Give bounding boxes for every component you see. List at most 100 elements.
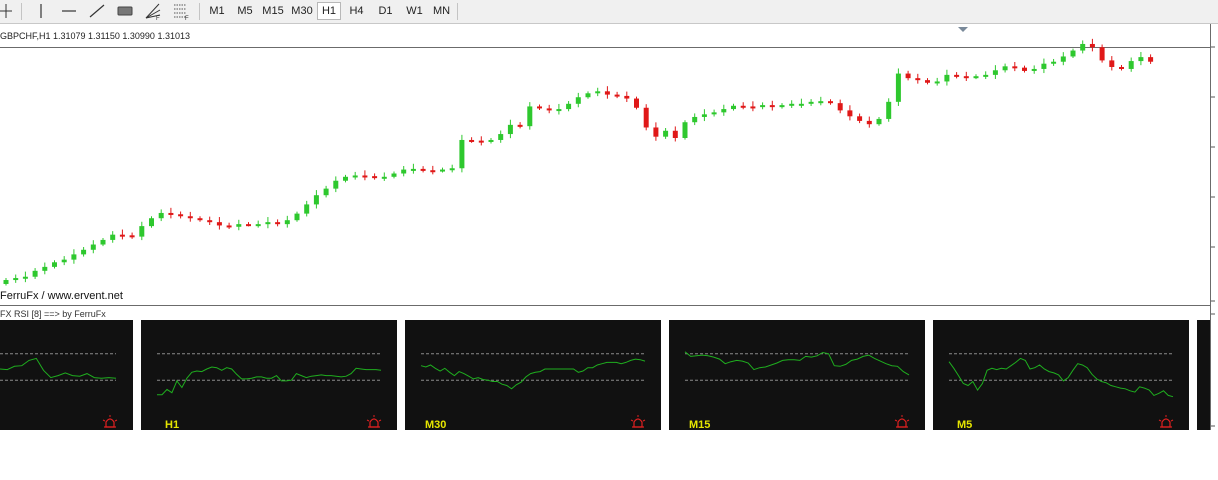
fibonacci-fan-icon[interactable]: F bbox=[143, 2, 163, 20]
candle-body bbox=[886, 101, 892, 119]
rsi-chart bbox=[157, 353, 382, 396]
period-mn-button[interactable]: MN bbox=[432, 5, 451, 17]
period-m30-button[interactable]: M30 bbox=[291, 5, 313, 17]
candle-body bbox=[469, 139, 475, 142]
period-h4-button[interactable]: H4 bbox=[349, 5, 364, 17]
fibonacci-retracement-icon[interactable]: F bbox=[171, 2, 191, 20]
candle-body bbox=[430, 170, 436, 173]
candle-body bbox=[343, 176, 348, 181]
candle-body bbox=[459, 139, 465, 169]
rsi-chart bbox=[684, 351, 910, 381]
horizontal-line-icon[interactable] bbox=[59, 2, 79, 20]
candle-body bbox=[372, 176, 378, 179]
candle-body bbox=[401, 169, 407, 174]
toolbar-separator bbox=[21, 3, 22, 20]
candle-body bbox=[207, 220, 213, 223]
candle-body bbox=[954, 74, 960, 77]
candle-body bbox=[52, 262, 57, 267]
candle-body bbox=[362, 175, 368, 178]
period-d1-button[interactable]: D1 bbox=[378, 5, 393, 17]
candle-body bbox=[90, 244, 96, 250]
candle-body bbox=[614, 94, 620, 97]
candle-body bbox=[1051, 61, 1057, 64]
rsi-chart bbox=[420, 353, 646, 390]
alarm-icon[interactable] bbox=[366, 415, 382, 429]
candle-body bbox=[265, 222, 271, 225]
candle-body bbox=[129, 235, 135, 238]
candle-body bbox=[663, 130, 669, 137]
toolbar-separator bbox=[199, 3, 200, 20]
candle-body bbox=[507, 124, 513, 135]
rsi-panel-partial bbox=[1197, 320, 1210, 430]
candle-body bbox=[721, 109, 727, 113]
candle-body bbox=[944, 74, 950, 82]
candle-body bbox=[789, 103, 795, 106]
candle-body bbox=[1109, 60, 1115, 67]
candle-body bbox=[381, 176, 387, 179]
alarm-icon[interactable] bbox=[630, 415, 646, 429]
candle-body bbox=[236, 224, 242, 227]
candle-body bbox=[149, 218, 154, 227]
candle-body bbox=[905, 73, 911, 79]
candle-body bbox=[624, 95, 630, 99]
candle-body bbox=[197, 218, 203, 221]
alarm-icon[interactable] bbox=[102, 415, 118, 429]
candle-body bbox=[275, 222, 281, 225]
candle-body bbox=[876, 118, 882, 125]
candle-body bbox=[527, 106, 533, 127]
toolbar-separator bbox=[457, 3, 458, 20]
rsi-line bbox=[948, 357, 1174, 398]
candle-body bbox=[333, 180, 339, 189]
candlestick-chart bbox=[0, 27, 1210, 286]
candle-body bbox=[779, 105, 785, 108]
price-chart[interactable]: GBPCHF,H1 1.31079 1.31150 1.30990 1.3101… bbox=[0, 24, 1210, 304]
alarm-icon[interactable] bbox=[894, 415, 910, 429]
candle-body bbox=[925, 80, 930, 83]
rsi-line bbox=[0, 357, 117, 379]
candle-body bbox=[410, 168, 416, 171]
candle-body bbox=[284, 220, 290, 225]
candle-body bbox=[178, 214, 184, 217]
period-m5-button[interactable]: M5 bbox=[237, 5, 253, 17]
candle-body bbox=[139, 226, 145, 237]
price-axis[interactable] bbox=[1210, 24, 1218, 430]
candle-body bbox=[216, 222, 222, 226]
trend-line-icon[interactable] bbox=[87, 2, 107, 20]
candle-body bbox=[1148, 57, 1154, 62]
candle-body bbox=[81, 249, 87, 255]
candle-body bbox=[32, 270, 38, 277]
candle-body bbox=[828, 101, 833, 104]
candle-body bbox=[857, 116, 863, 121]
candle-body bbox=[478, 140, 484, 143]
candle-body bbox=[963, 76, 969, 79]
candle-body bbox=[818, 101, 824, 104]
panel-timeframe-label: H1 bbox=[165, 419, 180, 430]
period-m1-button[interactable]: M1 bbox=[209, 5, 225, 17]
candle-body bbox=[934, 81, 940, 84]
rsi-line bbox=[420, 358, 646, 390]
candle-body bbox=[61, 259, 67, 263]
symbol-info: GBPCHF,H1 1.31079 1.31150 1.30990 1.3101… bbox=[0, 31, 190, 41]
rsi-panel-m5: M5 bbox=[933, 320, 1189, 430]
candle-body bbox=[110, 234, 116, 240]
candle-body bbox=[760, 105, 766, 108]
candle-body bbox=[13, 278, 19, 281]
candle-body bbox=[42, 266, 48, 271]
candle-body bbox=[187, 216, 193, 219]
watermark-text: FerruFx / www.ervent.net bbox=[0, 290, 123, 302]
alarm-icon[interactable] bbox=[1158, 415, 1174, 429]
candle-body bbox=[585, 93, 591, 98]
crosshair-icon[interactable] bbox=[0, 2, 20, 20]
candle-body bbox=[1119, 66, 1124, 69]
candle-body bbox=[653, 127, 659, 137]
period-h1-button[interactable]: H1 bbox=[317, 2, 341, 20]
candle-body bbox=[1031, 68, 1037, 71]
rectangle-icon[interactable] bbox=[115, 2, 135, 20]
period-w1-button[interactable]: W1 bbox=[406, 5, 423, 17]
vertical-line-icon[interactable] bbox=[31, 2, 51, 20]
rsi-chart bbox=[0, 353, 117, 381]
candle-body bbox=[158, 212, 164, 219]
subwindow-separator[interactable] bbox=[0, 305, 1210, 306]
period-m15-button[interactable]: M15 bbox=[262, 5, 284, 17]
rsi-panel-m15: M15 bbox=[669, 320, 925, 430]
